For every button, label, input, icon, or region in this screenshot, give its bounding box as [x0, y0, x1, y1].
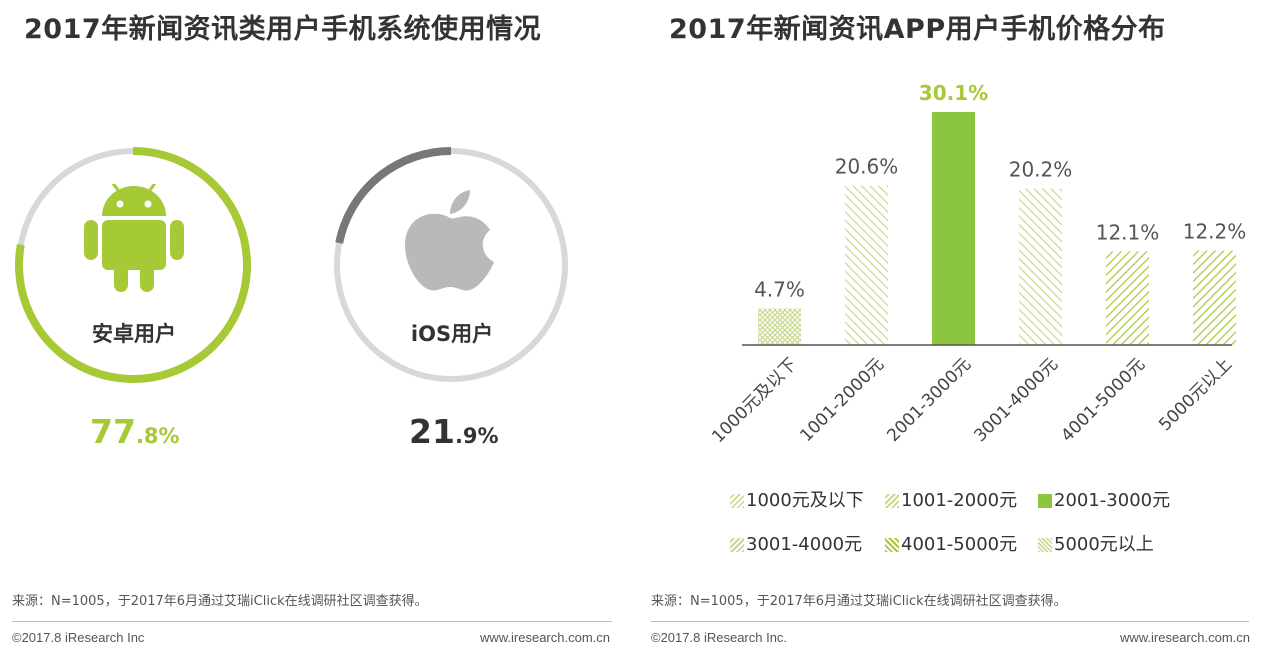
x-tick-label-4: 3001-4000元 — [970, 354, 1062, 446]
legend-label-6: 5000元以上 — [1054, 534, 1154, 555]
bar-4 — [1019, 188, 1062, 345]
x-tick-label-3: 2001-3000元 — [883, 354, 975, 446]
left-footer-divider — [12, 621, 612, 622]
bar-1 — [758, 308, 801, 345]
ios-percentage-dec: .9% — [454, 424, 499, 448]
legend-swatch-2 — [885, 494, 899, 508]
legend-label-2: 1001-2000元 — [901, 490, 1018, 511]
legend-swatch-5 — [885, 538, 899, 552]
bar-value-label-5: 12.1% — [1096, 220, 1160, 244]
apple-icon — [405, 190, 494, 291]
android-percentage-int: 77 — [90, 412, 136, 451]
android-percentage: 77.8% — [90, 412, 180, 451]
legend-label-5: 4001-5000元 — [901, 534, 1018, 555]
android-donut-arc — [15, 147, 251, 383]
bar-value-label-4: 20.2% — [1009, 158, 1073, 182]
right-footer-divider — [651, 621, 1249, 622]
bars-layer: 4.7% 20.6% 30.1% 20.2% 12.1% 12.2% — [754, 81, 1246, 345]
ios-donut — [333, 147, 569, 383]
bar-5 — [1106, 251, 1149, 345]
tick-labels-layer: 1000元及以下1001-2000元2001-3000元3001-4000元40… — [708, 354, 1236, 447]
right-copyright: ©2017.8 iResearch Inc. — [651, 630, 788, 645]
left-copyright: ©2017.8 iResearch Inc — [12, 630, 145, 645]
ios-percentage-int: 21 — [409, 412, 455, 451]
ios-label: iOS用户 — [410, 322, 494, 346]
bar-value-label-3: 30.1% — [919, 81, 988, 105]
android-percentage-dec: .8% — [135, 424, 180, 448]
legend-label-4: 3001-4000元 — [746, 534, 863, 555]
right-chart-title: 2017年新闻资讯APP用户手机价格分布 — [669, 14, 1166, 45]
x-tick-label-6: 5000元以上 — [1155, 354, 1236, 435]
legend-swatch-4 — [730, 538, 744, 552]
android-label: 安卓用户 — [92, 322, 176, 346]
ios-donut-arc — [333, 147, 569, 383]
legend-label-1: 1000元及以下 — [746, 490, 864, 511]
bar-3 — [932, 112, 975, 345]
android-icon — [84, 184, 184, 292]
left-source-note: 来源：N=1005，于2017年6月通过艾瑞iClick在线调研社区调查获得。 — [12, 594, 428, 609]
legend-swatch-3 — [1038, 494, 1052, 508]
bar-6 — [1193, 250, 1236, 345]
legend-label-3: 2001-3000元 — [1054, 490, 1171, 511]
legend-swatch-6 — [1038, 538, 1052, 552]
x-tick-label-1: 1000元及以下 — [708, 354, 801, 447]
ios-percentage: 21.9% — [409, 412, 499, 451]
right-source-note: 来源：N=1005，于2017年6月通过艾瑞iClick在线调研社区调查获得。 — [651, 594, 1067, 609]
x-tick-label-5: 4001-5000元 — [1057, 354, 1149, 446]
bar-value-label-2: 20.6% — [835, 155, 899, 179]
left-website-url: www.iresearch.com.cn — [479, 630, 610, 645]
price-distribution-bar-chart: 4.7% 20.6% 30.1% 20.2% 12.1% 12.2% 1000元及以下10… — [708, 81, 1246, 447]
bar-value-label-1: 4.7% — [754, 278, 805, 302]
android-donut — [15, 147, 251, 383]
left-chart-title: 2017年新闻资讯类用户手机系统使用情况 — [24, 14, 542, 45]
legend-swatch-1 — [730, 494, 744, 508]
x-tick-label-2: 1001-2000元 — [796, 354, 888, 446]
right-website-url: www.iresearch.com.cn — [1119, 630, 1250, 645]
bar-2 — [845, 185, 888, 345]
bar-value-label-6: 12.2% — [1183, 220, 1247, 244]
